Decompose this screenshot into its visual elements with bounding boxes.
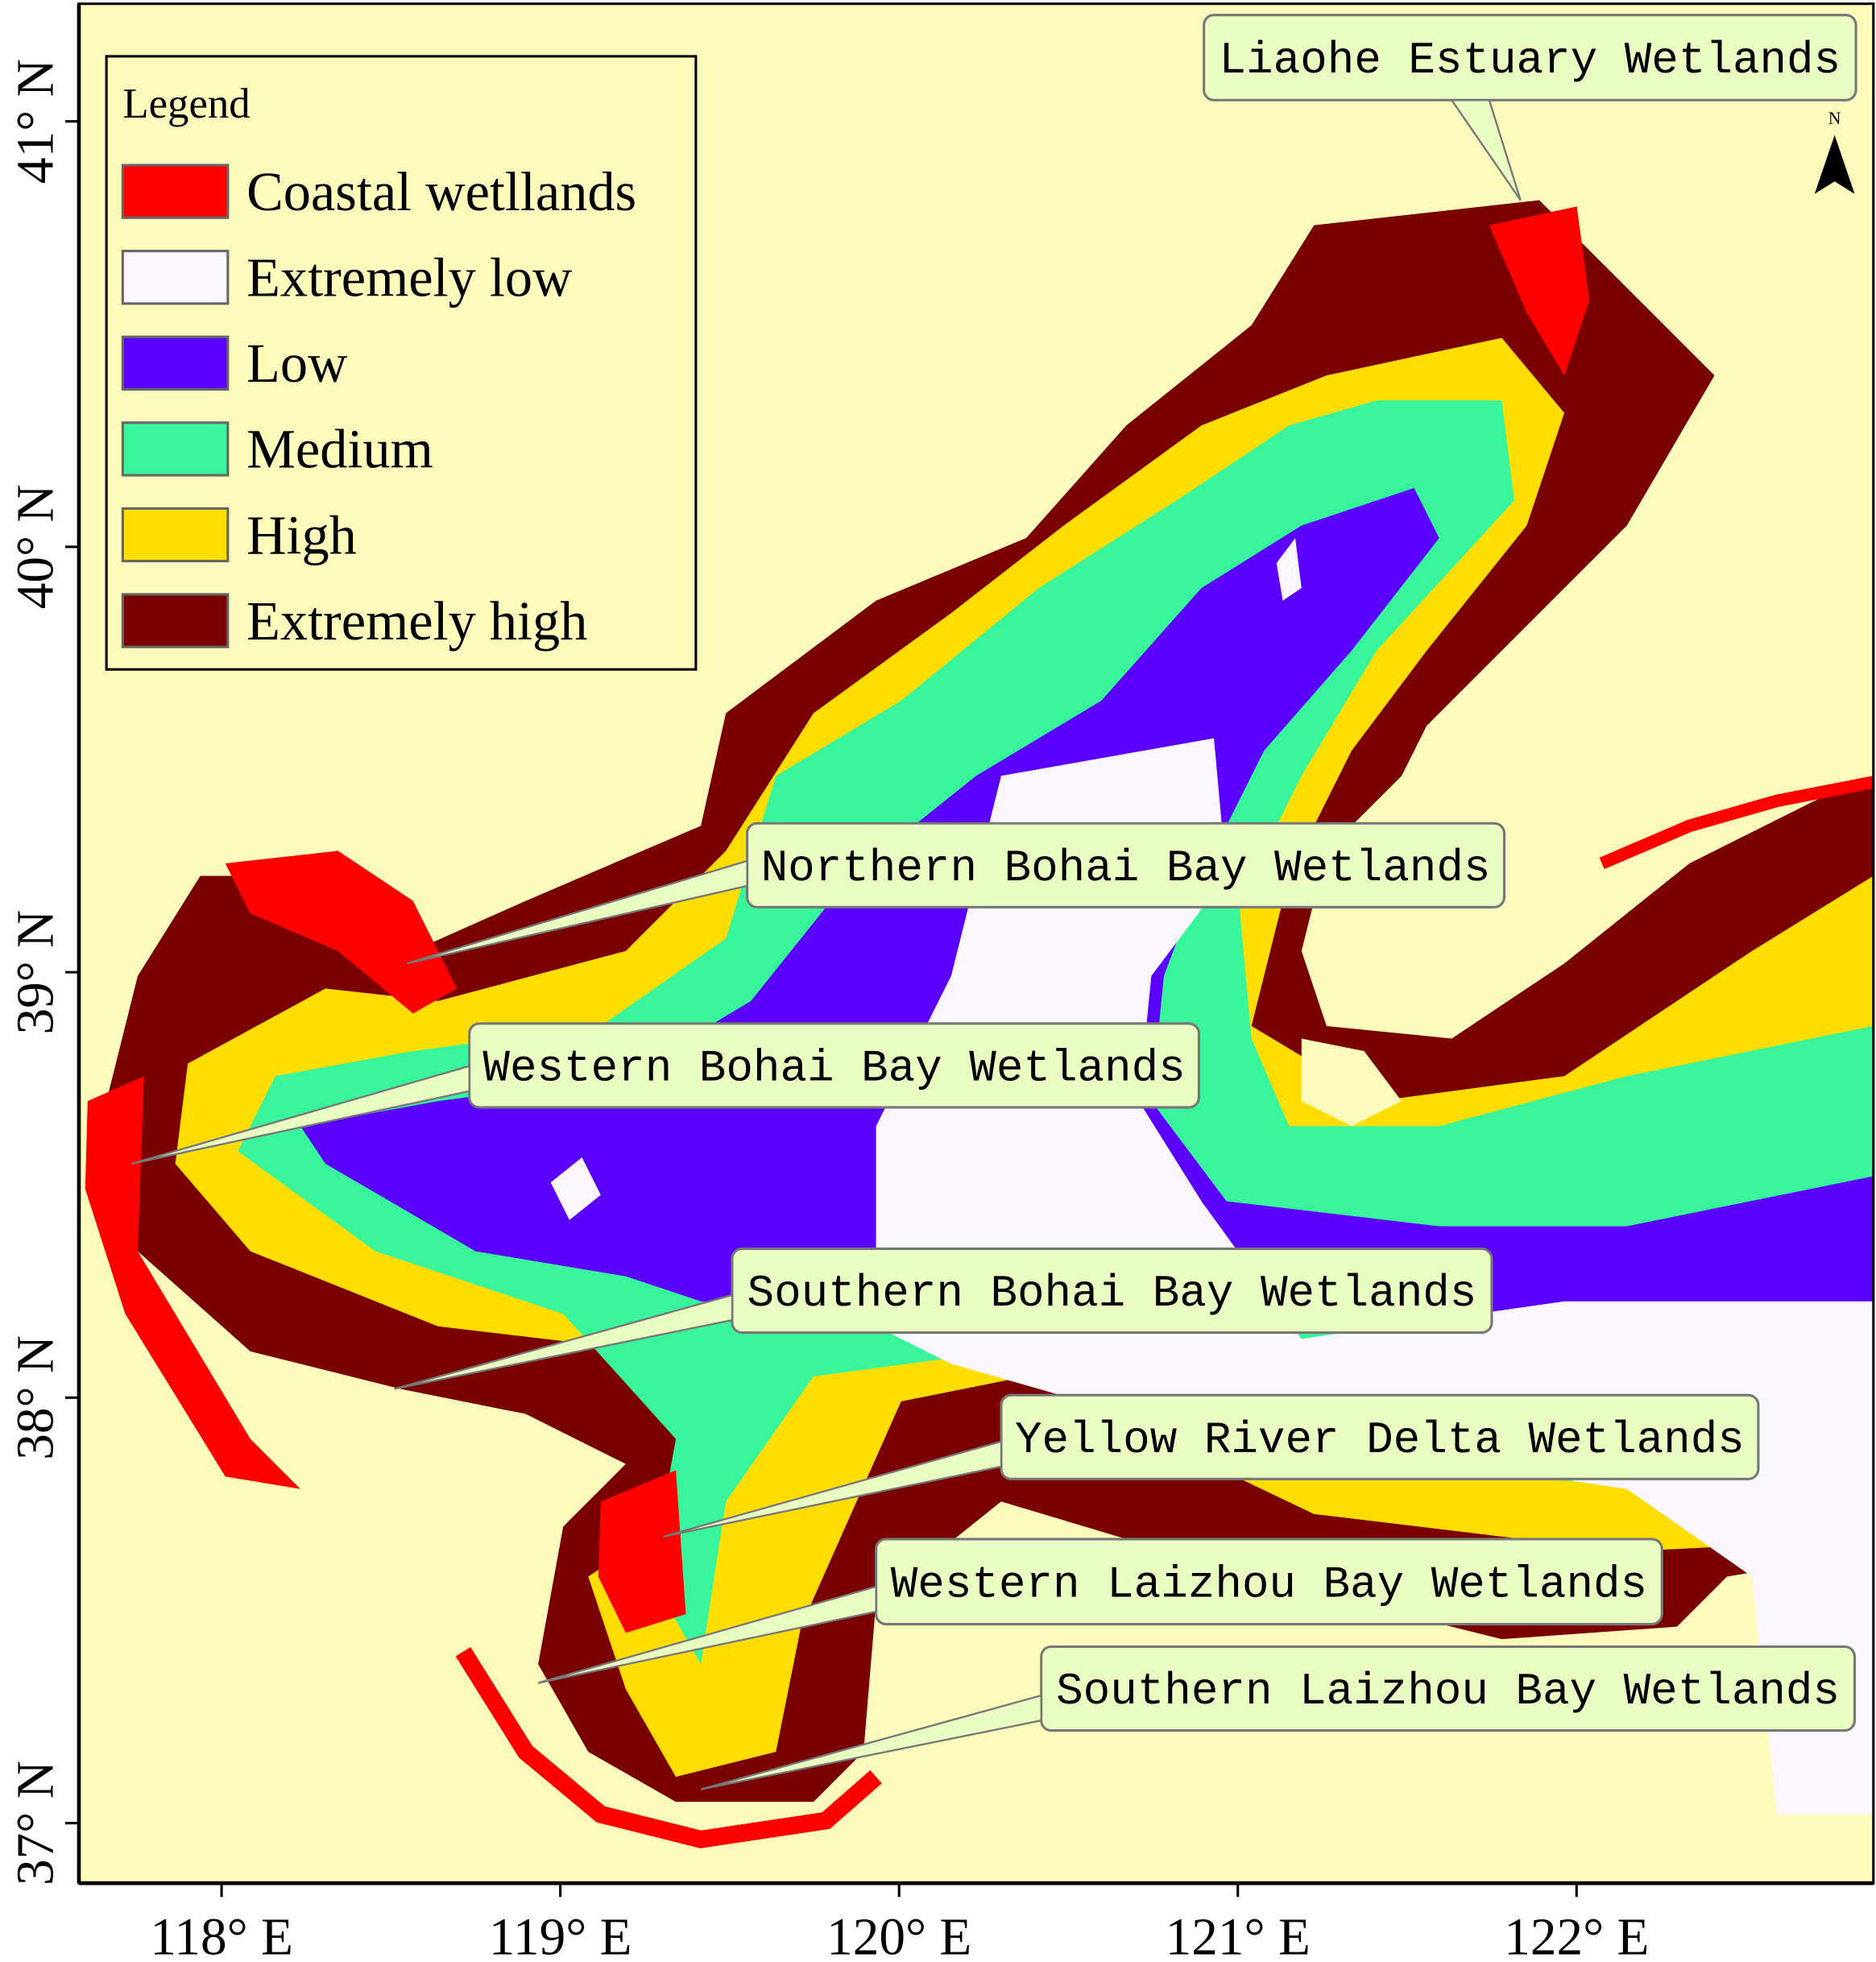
callout-pointer — [130, 1065, 470, 1165]
legend-swatch — [121, 164, 230, 219]
legend-label: Low — [246, 333, 348, 394]
callout-label: Western Laizhou Bay Wetlands — [891, 1558, 1647, 1610]
callout-pointer — [537, 1585, 877, 1684]
extremely-low-zone — [876, 738, 1874, 1815]
callouts: Liaohe Estuary Wetlands Northern Bohai Ba… — [130, 14, 1857, 1790]
callout-label: Northern Bohai Bay Wetlands — [761, 842, 1491, 894]
legend-label: Extremely low — [246, 247, 573, 308]
callout-label: Western Bohai Bay Wetlands — [482, 1043, 1185, 1095]
north-label: N — [1828, 109, 1841, 128]
lat-label: 39° N — [6, 910, 64, 1035]
callout-label: Yellow River Delta Wetlands — [1015, 1414, 1745, 1466]
lon-label: 121° E — [1166, 1909, 1311, 1962]
lat-label: 41° N — [6, 59, 64, 184]
lon-label: 122° E — [1504, 1909, 1649, 1962]
callout-label: Liaohe Estuary Wetlands — [1220, 35, 1841, 86]
north-arrow: N — [1814, 109, 1855, 194]
lat-label: 37° N — [6, 1761, 64, 1885]
legend-swatch — [121, 421, 230, 477]
callout-pointer — [700, 1694, 1042, 1790]
legend-label: Extremely high — [246, 590, 587, 652]
extremely-low-islet — [550, 1157, 601, 1220]
callout-pointer — [663, 1440, 1003, 1538]
lat-label: 38° N — [6, 1335, 64, 1460]
callout-label: Southern Laizhou Bay Wetlands — [1056, 1666, 1840, 1717]
callout-box — [731, 1247, 1493, 1335]
legend-label: Medium — [246, 419, 433, 480]
extremely-low-islet — [1276, 538, 1302, 601]
legend-title: Legend — [122, 81, 250, 127]
legend: Legend Coastal wetllands Extremely low Low… — [105, 55, 698, 671]
north-arrow-icon — [1814, 135, 1855, 194]
lon-label: 120° E — [826, 1909, 971, 1962]
callout-pointer — [406, 859, 748, 965]
legend-swatch — [121, 250, 230, 305]
wetland-yellow-river-delta — [598, 1470, 686, 1633]
wetland-laizhou-coast — [455, 1646, 882, 1848]
map-frame — [77, 2, 1875, 1885]
axes: 37° N 38° N 39° N 40° N 41° N 118° E 119° E 120… — [6, 59, 1649, 1962]
legend-label: Coastal wetllands — [246, 161, 636, 222]
callout-box — [1203, 14, 1857, 101]
callout-label: Southern Bohai Bay Wetlands — [748, 1268, 1477, 1319]
wetland-northern-bohai — [225, 851, 458, 1014]
callout-box — [1000, 1393, 1760, 1480]
lon-label: 119° E — [489, 1909, 632, 1962]
legend-swatch — [121, 593, 230, 648]
callout-pointer — [1450, 99, 1522, 201]
wetland-western-bohai — [85, 1076, 300, 1489]
liaodong-peninsula — [1301, 1038, 1402, 1127]
wetland-liaohe — [1489, 206, 1590, 376]
wetland-yellow-sea-coast — [1599, 776, 1875, 870]
legend-swatch — [121, 335, 230, 391]
callout-box — [1040, 1645, 1857, 1732]
callout-pointer — [394, 1294, 734, 1390]
lat-label: 40° N — [6, 485, 64, 610]
lon-label: 118° E — [150, 1909, 293, 1962]
legend-swatch — [121, 507, 230, 563]
legend-label: High — [246, 504, 357, 565]
callout-box — [875, 1538, 1663, 1626]
